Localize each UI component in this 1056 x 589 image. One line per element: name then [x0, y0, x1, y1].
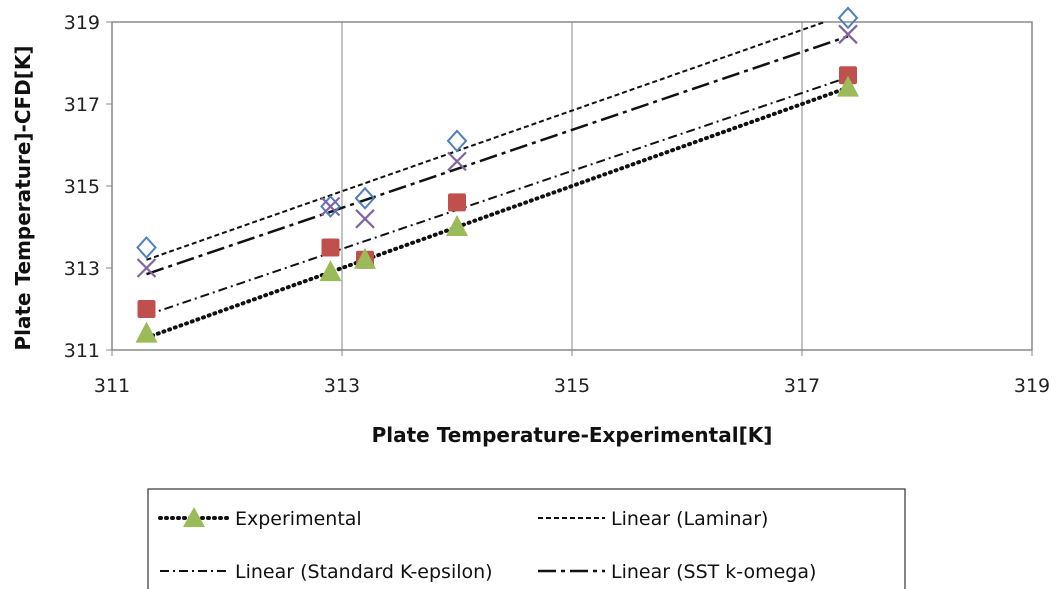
marker-experimental — [354, 247, 376, 269]
marker-laminar — [320, 195, 341, 218]
y-axis-title: Plate Temperature]-CFD[K] — [11, 45, 35, 350]
marker-sst — [320, 196, 341, 217]
marker-stroke — [838, 24, 858, 45]
marker-kepsilon — [448, 193, 466, 212]
legend-label-laminar: Linear (Laminar) — [611, 508, 768, 530]
x-axis-title: Plate Temperature-Experimental[K] — [372, 423, 773, 447]
x-tick-label: 315 — [554, 375, 590, 397]
marker-kepsilon — [839, 66, 857, 85]
trendline-experimental — [144, 85, 850, 340]
marker-experimental — [837, 75, 859, 97]
marker-experimental — [319, 260, 342, 282]
x-tick-label: 319 — [1014, 375, 1050, 397]
legend-marker-experimental — [183, 507, 205, 527]
marker-laminar — [837, 6, 859, 30]
y-tick-label: 317 — [64, 94, 100, 116]
trendline-kepsilon — [146, 76, 849, 317]
marker-experimental — [135, 321, 158, 343]
marker-stroke — [355, 209, 375, 229]
marker-kepsilon — [321, 238, 340, 257]
marker-stroke — [320, 196, 341, 217]
marker-laminar — [354, 186, 376, 210]
marker-stroke — [136, 258, 157, 278]
legend-label-sst: Linear (SST k-omega) — [611, 561, 816, 583]
y-tick-label: 315 — [64, 176, 100, 198]
y-tick-labels: 311 313 315 317 319 — [64, 12, 100, 362]
y-tick-label: 311 — [64, 340, 100, 362]
marker-laminar — [136, 236, 157, 259]
marker-kepsilon — [137, 300, 156, 318]
data-markers — [135, 6, 859, 343]
x-tick-labels: 311 313 315 317 319 — [94, 375, 1050, 397]
trendline-laminar — [146, 21, 825, 261]
gridlines — [106, 21, 1033, 356]
x-tick-label: 313 — [324, 375, 360, 397]
x-tick-label: 317 — [784, 375, 820, 397]
legend-border — [147, 488, 906, 589]
marker-experimental — [446, 215, 468, 236]
y-tick-label: 313 — [64, 258, 100, 280]
marker-laminar — [446, 129, 468, 153]
plot-area — [106, 6, 1033, 356]
marker-sst — [838, 24, 858, 45]
legend-label-experimental: Experimental — [235, 508, 362, 530]
legend-label-kepsilon: Linear (Standard K-epsilon) — [235, 561, 493, 583]
trendline-sst — [146, 35, 849, 276]
trendlines — [144, 21, 850, 340]
marker-sst — [136, 258, 157, 278]
x-tick-label: 311 — [94, 375, 130, 397]
legend: Experimental Linear (Laminar) Linear (St… — [147, 488, 906, 589]
marker-sst — [355, 209, 375, 229]
marker-stroke — [447, 151, 467, 172]
marker-sst — [447, 151, 467, 172]
y-tick-label: 319 — [64, 12, 100, 34]
